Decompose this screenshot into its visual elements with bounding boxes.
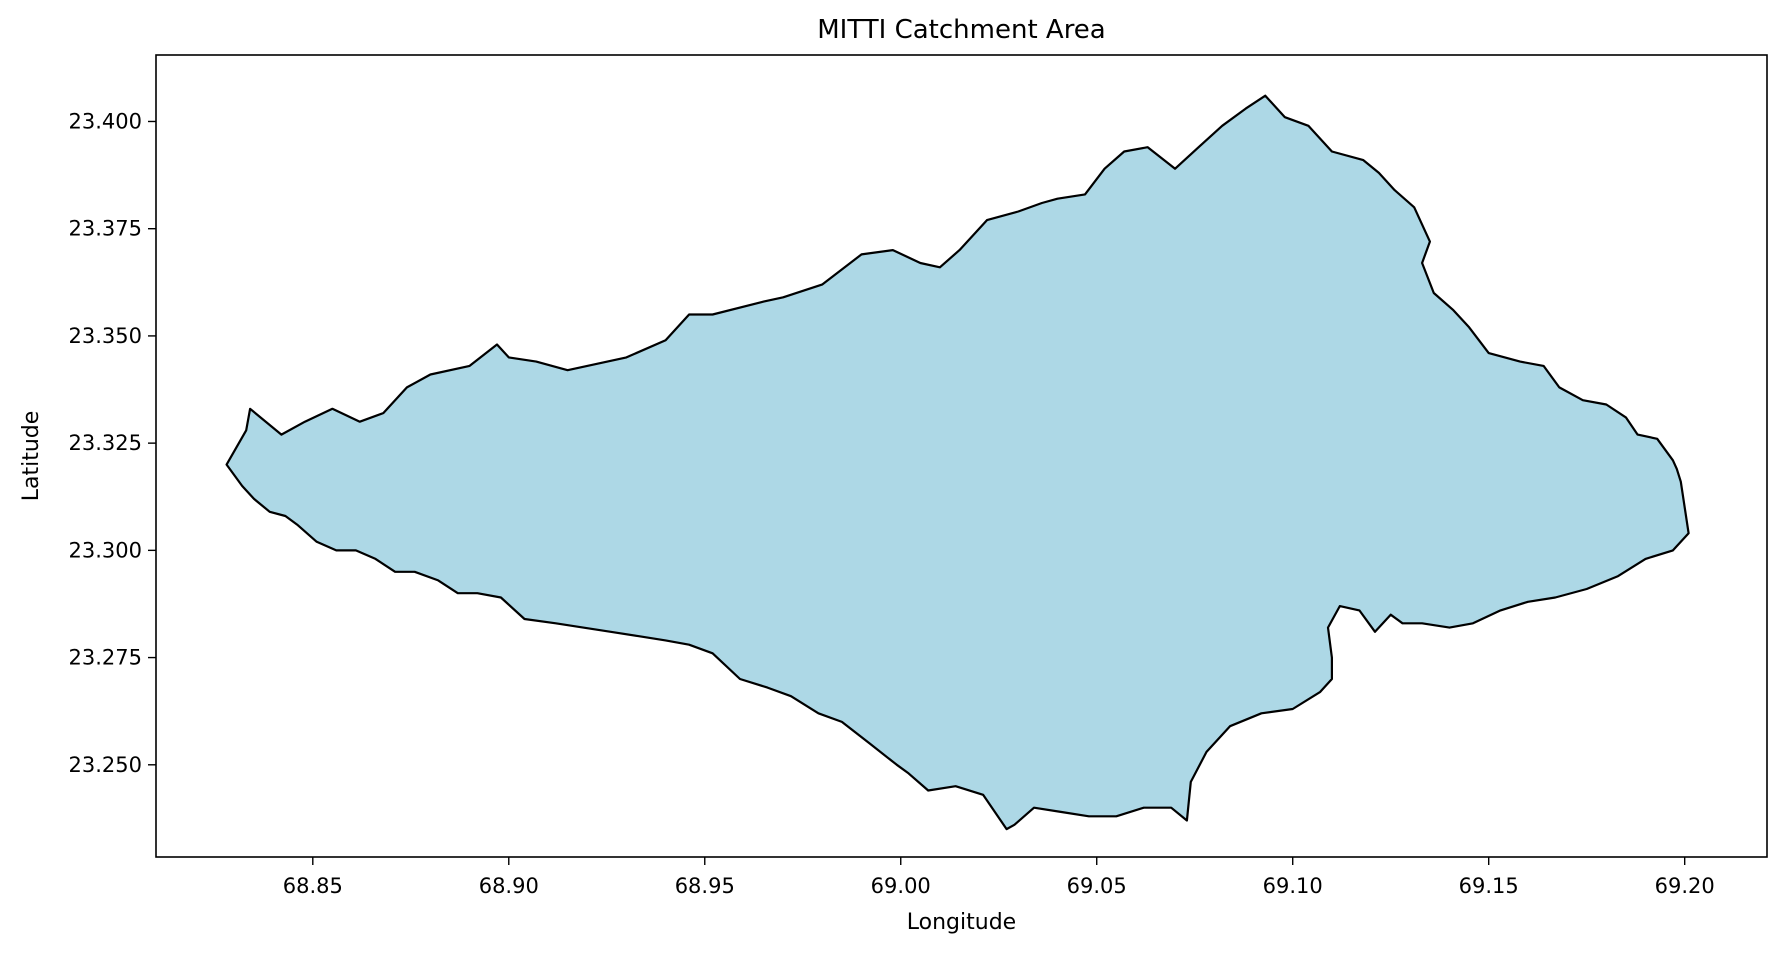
y-tick-label: 23.325: [69, 431, 142, 455]
x-tick-label: 69.05: [1067, 874, 1127, 898]
catchment-polygon: [225, 94, 1690, 831]
x-tick-label: 68.90: [479, 874, 539, 898]
x-tick-label: 68.95: [675, 874, 735, 898]
y-axis-label: Latitude: [19, 411, 44, 502]
x-tick-label: 69.00: [871, 874, 931, 898]
y-tick-label: 23.300: [69, 538, 142, 562]
x-tick-label: 68.85: [283, 874, 343, 898]
y-tick-label: 23.375: [69, 217, 142, 241]
x-tick-label: 69.15: [1459, 874, 1519, 898]
plot-area: [155, 54, 1768, 858]
y-tick-label: 23.400: [69, 109, 142, 133]
y-tick-label: 23.275: [69, 646, 142, 670]
chart-title: MITTI Catchment Area: [817, 15, 1106, 45]
x-axis-label: Longitude: [907, 910, 1016, 935]
axes-frame: [155, 54, 1768, 858]
x-axis-ticks: 68.85 68.90 68.95 69.00 69.05 69.10 69.15 69.20: [283, 857, 1715, 898]
x-tick-label: 69.20: [1655, 874, 1715, 898]
y-axis-ticks: 23.250 23.275 23.300 23.325 23.350 23.375 23.4…: [69, 109, 156, 777]
y-tick-label: 23.250: [69, 753, 142, 777]
y-tick-label: 23.350: [69, 324, 142, 348]
x-tick-label: 69.10: [1263, 874, 1323, 898]
